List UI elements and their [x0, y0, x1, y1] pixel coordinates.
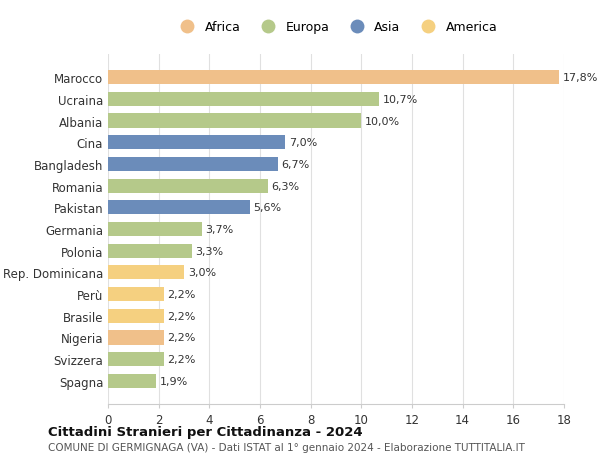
Bar	[108, 71, 559, 85]
Text: 2,2%: 2,2%	[167, 311, 196, 321]
Text: 1,9%: 1,9%	[160, 376, 188, 386]
Text: COMUNE DI GERMIGNAGA (VA) - Dati ISTAT al 1° gennaio 2024 - Elaborazione TUTTITA: COMUNE DI GERMIGNAGA (VA) - Dati ISTAT a…	[48, 442, 525, 452]
Text: 17,8%: 17,8%	[563, 73, 598, 83]
Text: 7,0%: 7,0%	[289, 138, 317, 148]
Bar	[108, 309, 164, 323]
Text: 5,6%: 5,6%	[254, 203, 282, 213]
Bar	[108, 136, 286, 150]
Text: Cittadini Stranieri per Cittadinanza - 2024: Cittadini Stranieri per Cittadinanza - 2…	[48, 425, 362, 438]
Text: 2,2%: 2,2%	[167, 354, 196, 364]
Bar	[108, 266, 184, 280]
Bar	[108, 287, 164, 302]
Text: 2,2%: 2,2%	[167, 333, 196, 343]
Bar	[108, 179, 268, 193]
Text: 2,2%: 2,2%	[167, 290, 196, 299]
Legend: Africa, Europa, Asia, America: Africa, Europa, Asia, America	[170, 16, 502, 39]
Text: 3,0%: 3,0%	[188, 268, 216, 278]
Text: 10,7%: 10,7%	[383, 95, 418, 105]
Bar	[108, 374, 156, 388]
Bar	[108, 157, 278, 172]
Bar	[108, 114, 361, 129]
Bar	[108, 244, 191, 258]
Text: 3,3%: 3,3%	[196, 246, 224, 256]
Text: 10,0%: 10,0%	[365, 116, 400, 126]
Bar	[108, 223, 202, 236]
Bar	[108, 330, 164, 345]
Text: 6,7%: 6,7%	[281, 160, 310, 169]
Text: 3,7%: 3,7%	[206, 224, 234, 235]
Bar	[108, 201, 250, 215]
Bar	[108, 353, 164, 366]
Bar	[108, 93, 379, 106]
Text: 6,3%: 6,3%	[271, 181, 299, 191]
